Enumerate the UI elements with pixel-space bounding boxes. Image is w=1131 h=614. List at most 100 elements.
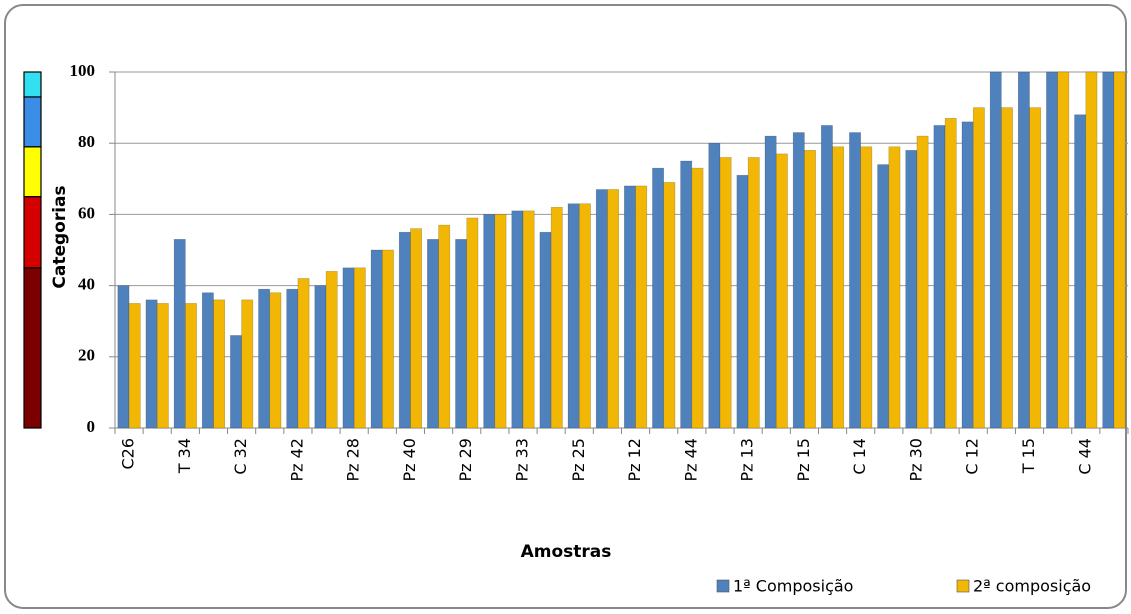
- bar: [438, 224, 451, 429]
- bar: [286, 288, 299, 429]
- bar: [775, 153, 788, 429]
- bar: [550, 206, 563, 429]
- bar: [511, 210, 524, 429]
- bar: [736, 174, 749, 429]
- bar: [849, 132, 861, 429]
- bar: [972, 107, 985, 429]
- bar: [1085, 71, 1098, 429]
- x-tick-label: Pz 33: [513, 438, 532, 482]
- bar: [1046, 71, 1058, 429]
- legend-swatch: [956, 579, 970, 593]
- bar: [1057, 71, 1070, 429]
- bar: [427, 239, 439, 429]
- bar: [213, 299, 226, 429]
- bar: [680, 160, 693, 429]
- bar: [455, 239, 468, 429]
- bar: [145, 299, 158, 429]
- bar: [944, 117, 957, 429]
- bar: [156, 303, 169, 429]
- bar: [494, 214, 507, 429]
- chart-frame: [4, 4, 1127, 609]
- bar: [398, 231, 411, 429]
- bar: [1102, 71, 1115, 429]
- bar: [747, 157, 760, 429]
- category-band: [23, 71, 42, 98]
- y-tick-label: 60: [78, 203, 95, 222]
- bar: [410, 228, 423, 429]
- category-band: [23, 96, 42, 148]
- y-tick-label: 40: [78, 275, 95, 294]
- bar: [719, 157, 732, 429]
- x-tick-label: Pz 40: [400, 438, 419, 482]
- bar: [201, 292, 214, 429]
- bar: [804, 150, 816, 429]
- x-axis-title: Amostras: [521, 542, 612, 562]
- legend-label: 1ª Composição: [733, 577, 853, 596]
- bar: [663, 182, 676, 429]
- x-tick-label: C 32: [231, 438, 250, 475]
- bar: [117, 285, 130, 429]
- bar: [860, 146, 873, 429]
- bar: [342, 267, 355, 429]
- bar: [241, 299, 254, 429]
- y-tick-label: 100: [70, 61, 96, 80]
- bar: [933, 125, 946, 429]
- x-tick-label: Pz 28: [344, 438, 363, 482]
- bar: [764, 135, 777, 429]
- x-tick-label: Pz 12: [625, 438, 644, 482]
- x-tick-label: C 44: [1075, 438, 1094, 475]
- bar: [888, 146, 901, 429]
- bar: [691, 167, 704, 429]
- x-tick-label: Pz 15: [794, 438, 813, 482]
- bar: [230, 335, 242, 429]
- bar: [258, 288, 271, 429]
- x-tick-label: C26: [119, 438, 138, 470]
- y-tick-label: 0: [87, 417, 96, 436]
- bar: [1017, 71, 1030, 429]
- bar: [624, 185, 636, 429]
- x-tick-label: Pz 13: [738, 438, 757, 482]
- bar: [128, 303, 141, 429]
- bar: [370, 249, 383, 429]
- bar: [989, 71, 1002, 429]
- bar: [1029, 107, 1042, 429]
- bar: [539, 231, 552, 429]
- x-tick-label: C 14: [850, 438, 869, 475]
- y-axis-title: Categorias: [50, 185, 70, 288]
- x-tick-label: Pz 42: [287, 438, 306, 482]
- bar: [466, 217, 479, 429]
- bar: [483, 214, 496, 429]
- x-tick-label: Pz 44: [681, 438, 700, 482]
- bar: [522, 210, 535, 429]
- bar: [382, 249, 394, 429]
- bar: [578, 203, 591, 429]
- bar: [297, 278, 310, 429]
- x-tick-label: Pz 25: [569, 438, 588, 482]
- bar: [905, 150, 918, 429]
- legend-swatch: [716, 579, 730, 593]
- bar: [1074, 114, 1087, 429]
- y-tick-label: 20: [78, 346, 95, 365]
- y-tick-label: 80: [78, 132, 95, 151]
- bar: [1113, 71, 1126, 429]
- bar: [1001, 107, 1013, 429]
- bar: [567, 203, 580, 429]
- bar: [877, 164, 890, 429]
- x-tick-label: Pz 29: [456, 438, 475, 482]
- bar: [820, 125, 833, 429]
- bar: [325, 271, 338, 429]
- bar: [652, 167, 665, 429]
- bar: [961, 121, 974, 429]
- bar: [185, 303, 197, 429]
- bar: [792, 132, 805, 429]
- category-band: [23, 146, 42, 198]
- legend-label: 2ª composição: [973, 577, 1091, 596]
- bar: [269, 292, 282, 429]
- x-tick-label: T 34: [175, 438, 194, 474]
- x-tick-label: Pz 30: [906, 438, 925, 482]
- bar: [314, 285, 327, 429]
- bar: [635, 185, 648, 429]
- bar: [595, 189, 608, 429]
- bar: [607, 189, 619, 429]
